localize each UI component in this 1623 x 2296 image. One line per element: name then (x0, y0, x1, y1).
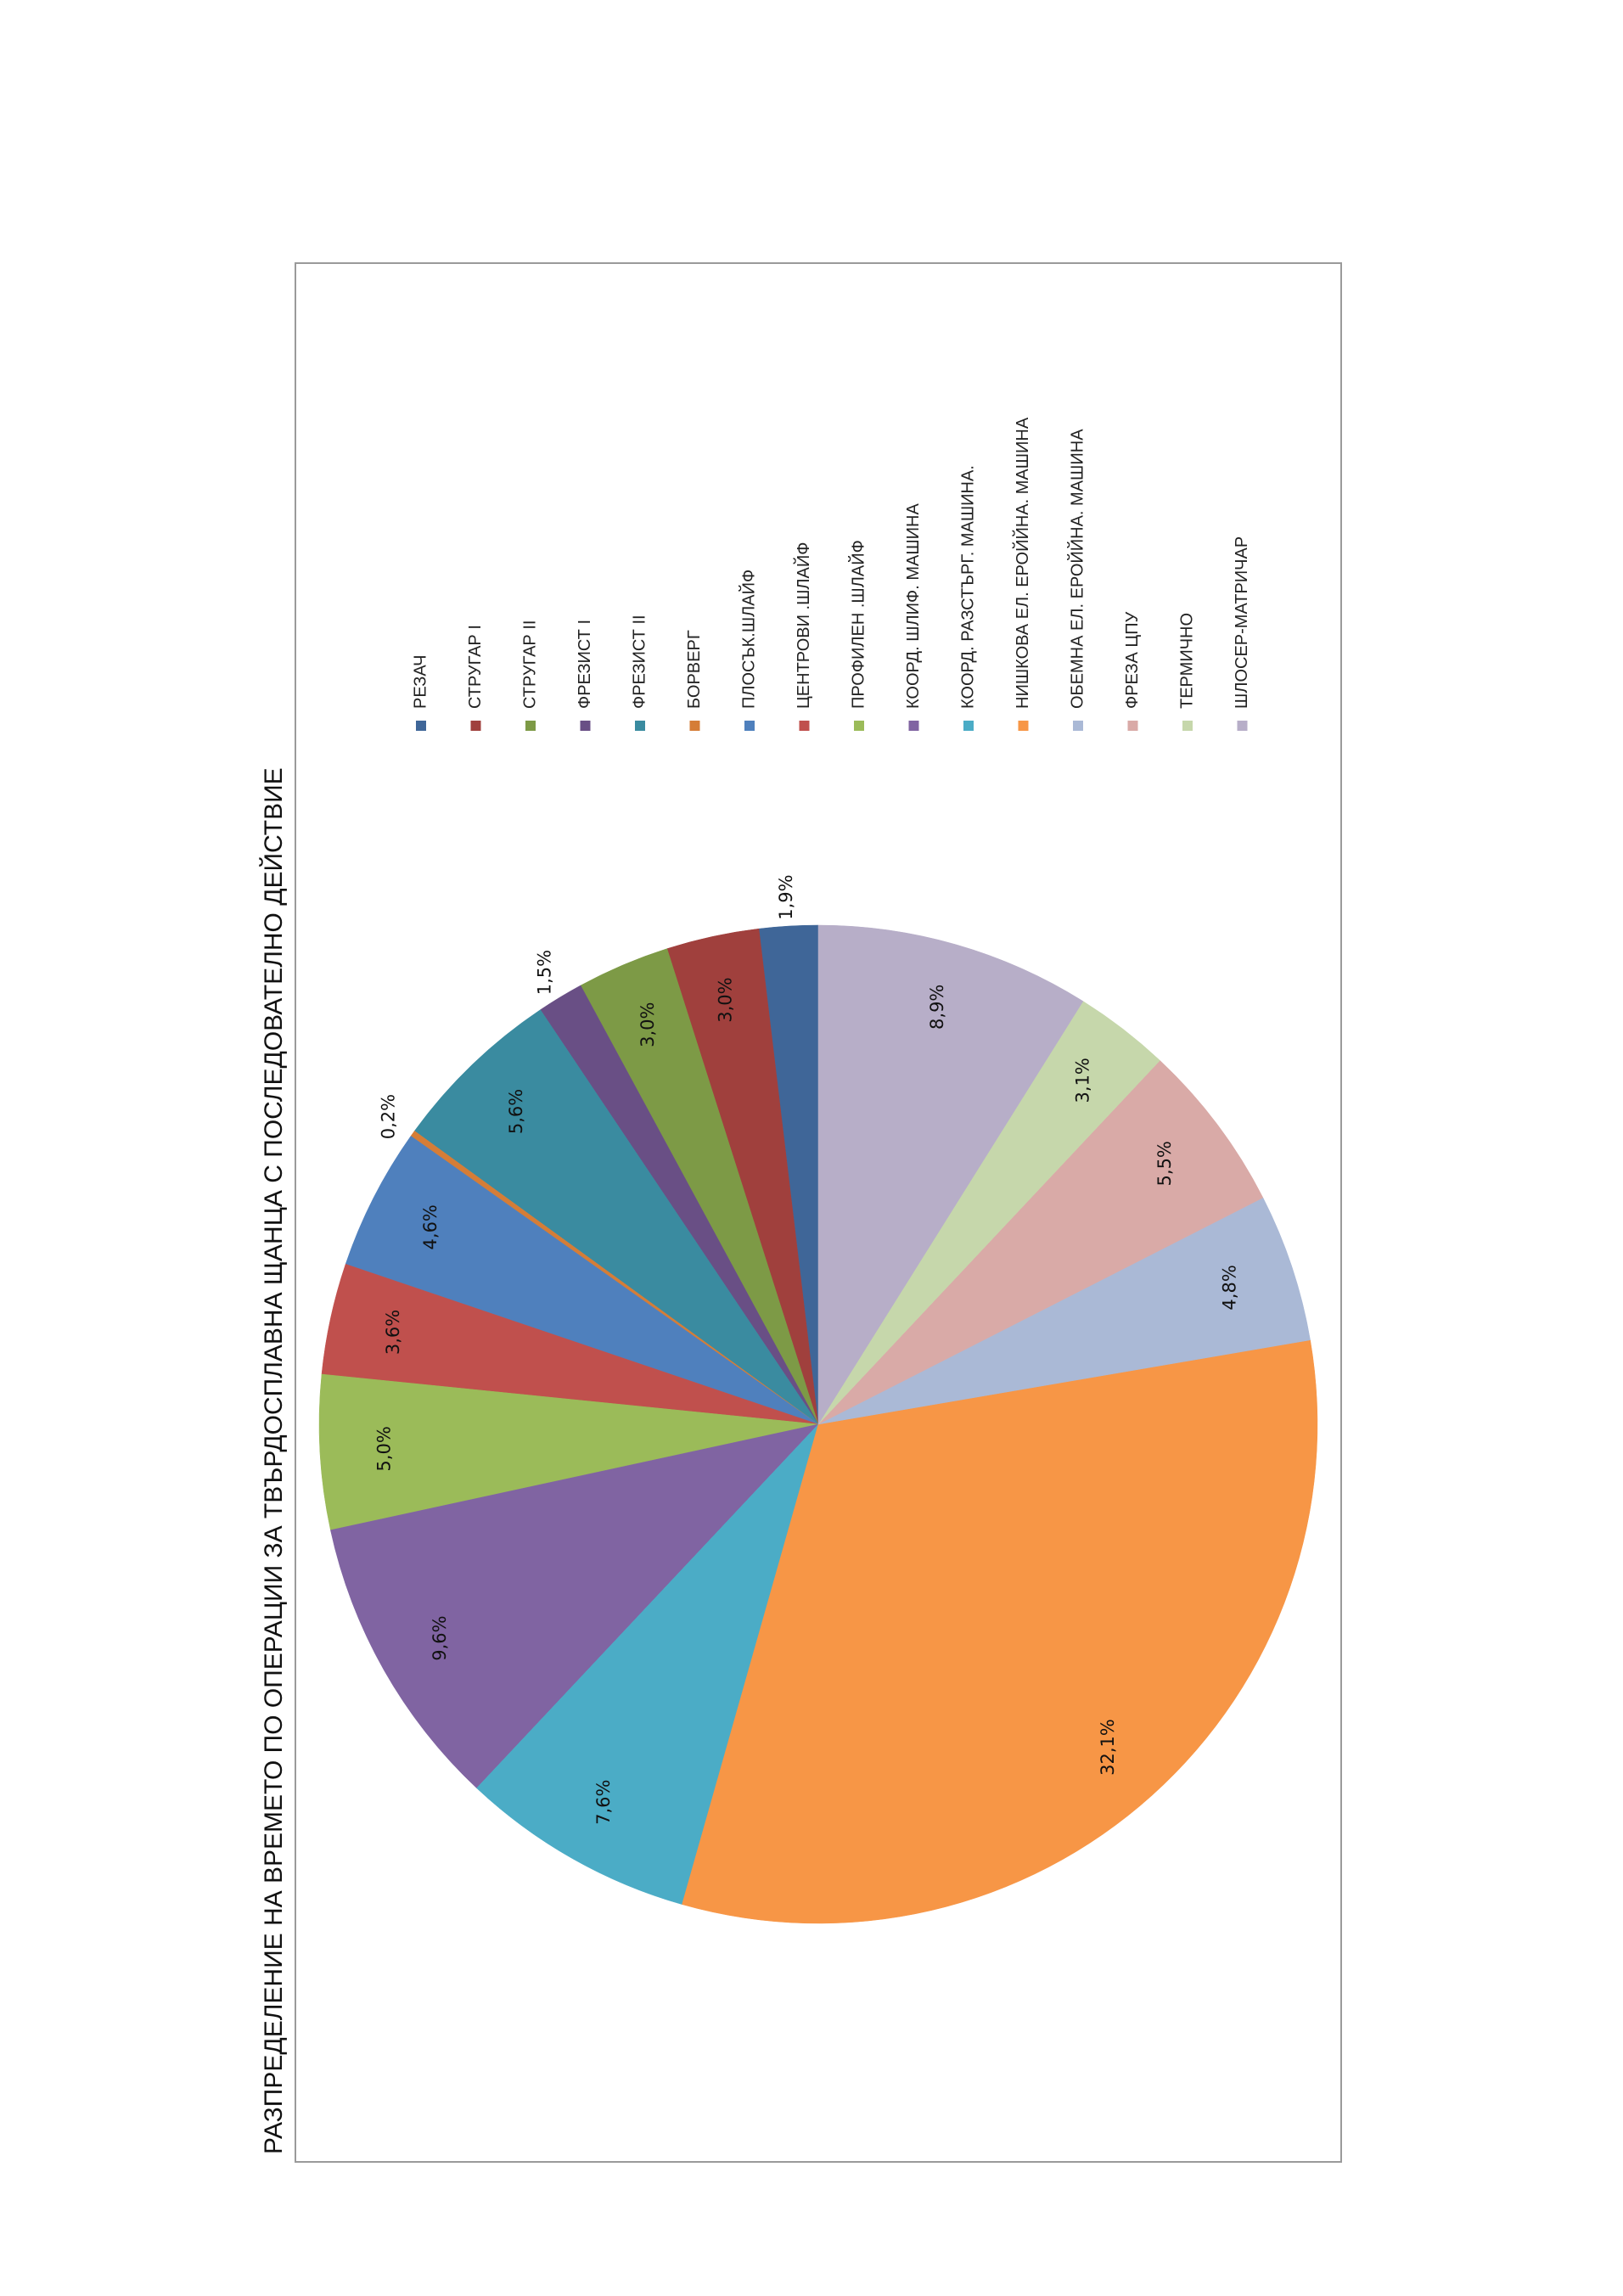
slice-label-5: 0,2% (379, 1094, 399, 1139)
pie-slice-6 (345, 1136, 819, 1425)
legend-marker-7 (799, 721, 810, 731)
pie-slice-11 (682, 1339, 1318, 1924)
slice-label-1: 3,0% (716, 977, 736, 1022)
pie-slice-15 (817, 924, 1084, 1425)
pie-slice-13 (817, 1060, 1264, 1425)
legend-marker-10 (963, 721, 974, 731)
legend-marker-14 (1182, 721, 1193, 731)
slice-label-0: 1,9% (776, 874, 796, 919)
legend: РЕЗАЧ СТРУГАР I СТРУГАР II ФРЕЗИСТ I ФРЕЗИСТ… (411, 417, 1251, 731)
legend-label-8: ПРОФИЛЕН .ШЛАЙФ (847, 540, 868, 709)
pie-slice-9 (330, 1423, 819, 1788)
legend-label-2: СТРУГАР II (520, 620, 539, 709)
slice-label-8: 5,0% (373, 1426, 394, 1471)
legend-label-9: КООРД. ШЛИФ. МАШИНА (904, 503, 923, 709)
legend-label-13: ФРЕЗА ЦПУ (1123, 611, 1142, 709)
pie-slices (318, 924, 1318, 1924)
legend-label-0: РЕЗАЧ (411, 655, 430, 709)
legend-marker-9 (908, 721, 919, 731)
pie-slice-10 (476, 1423, 819, 1905)
slice-label-10: 7,6% (593, 1780, 614, 1825)
legend-marker-4 (635, 721, 645, 731)
legend-marker-0 (416, 721, 426, 731)
pie-slice-8 (318, 1373, 819, 1530)
legend-label-6: ПЛОСЪК.ШЛАЙФ (738, 570, 758, 709)
slice-label-14: 3,1% (1072, 1058, 1092, 1103)
legend-marker-13 (1127, 721, 1138, 731)
legend-label-15: ШЛОСЕР-МАТРИЧАР (1233, 536, 1251, 709)
legend-label-7: ЦЕНТРОВИ .ШЛАЙФ (793, 542, 813, 709)
legend-marker-15 (1237, 721, 1248, 731)
slice-labels: 1,9% 3,0% 3,0% 1,5% 5,6% 0,2% 4,6% 3,6% 5,0% 9,6%… (373, 874, 1239, 1824)
legend-label-3: ФРЕЗИСТ I (576, 620, 594, 709)
slice-label-3: 1,5% (534, 950, 554, 995)
chart-title: РАЗПРЕДЕЛЕНИЕ НА ВРЕМЕТО ПО ОПЕРАЦИИ ЗА … (259, 767, 288, 2154)
pie-slice-12 (817, 1197, 1311, 1425)
slice-label-9: 9,6% (430, 1615, 450, 1660)
legend-label-1: СТРУГАР I (466, 625, 485, 709)
slice-label-15: 8,9% (927, 985, 947, 1030)
legend-label-4: ФРЕЗИСТ II (630, 615, 649, 709)
slice-label-6: 4,6% (420, 1204, 441, 1249)
legend-label-10: КООРД. РАЗСТЪРГ. МАШИНА. (958, 465, 977, 709)
legend-marker-5 (689, 721, 700, 731)
slice-label-11: 32,1% (1098, 1719, 1118, 1776)
pie-slice-4 (413, 1009, 819, 1425)
legend-label-5: БОРВЕРГ (685, 630, 704, 709)
slice-label-12: 4,8% (1220, 1265, 1240, 1310)
legend-label-14: ТЕРМИЧНО (1177, 613, 1196, 709)
legend-label-12: ОБЕМНА ЕЛ. ЕРОЙЙНА. МАШИНА (1066, 429, 1087, 709)
legend-marker-1 (470, 721, 481, 731)
legend-marker-3 (580, 721, 591, 731)
legend-label-11: НИШКОВА ЕЛ. ЕРОЙЙНА. МАШИНА (1012, 417, 1032, 709)
legend-marker-11 (1018, 721, 1029, 731)
slice-label-7: 3,6% (383, 1310, 403, 1355)
slice-label-13: 5,5% (1154, 1141, 1175, 1186)
legend-marker-2 (525, 721, 536, 731)
legend-marker-6 (744, 721, 755, 731)
legend-marker-8 (854, 721, 864, 731)
legend-marker-12 (1073, 721, 1083, 731)
slice-label-4: 5,6% (506, 1089, 526, 1134)
slice-label-2: 3,0% (637, 1002, 658, 1047)
